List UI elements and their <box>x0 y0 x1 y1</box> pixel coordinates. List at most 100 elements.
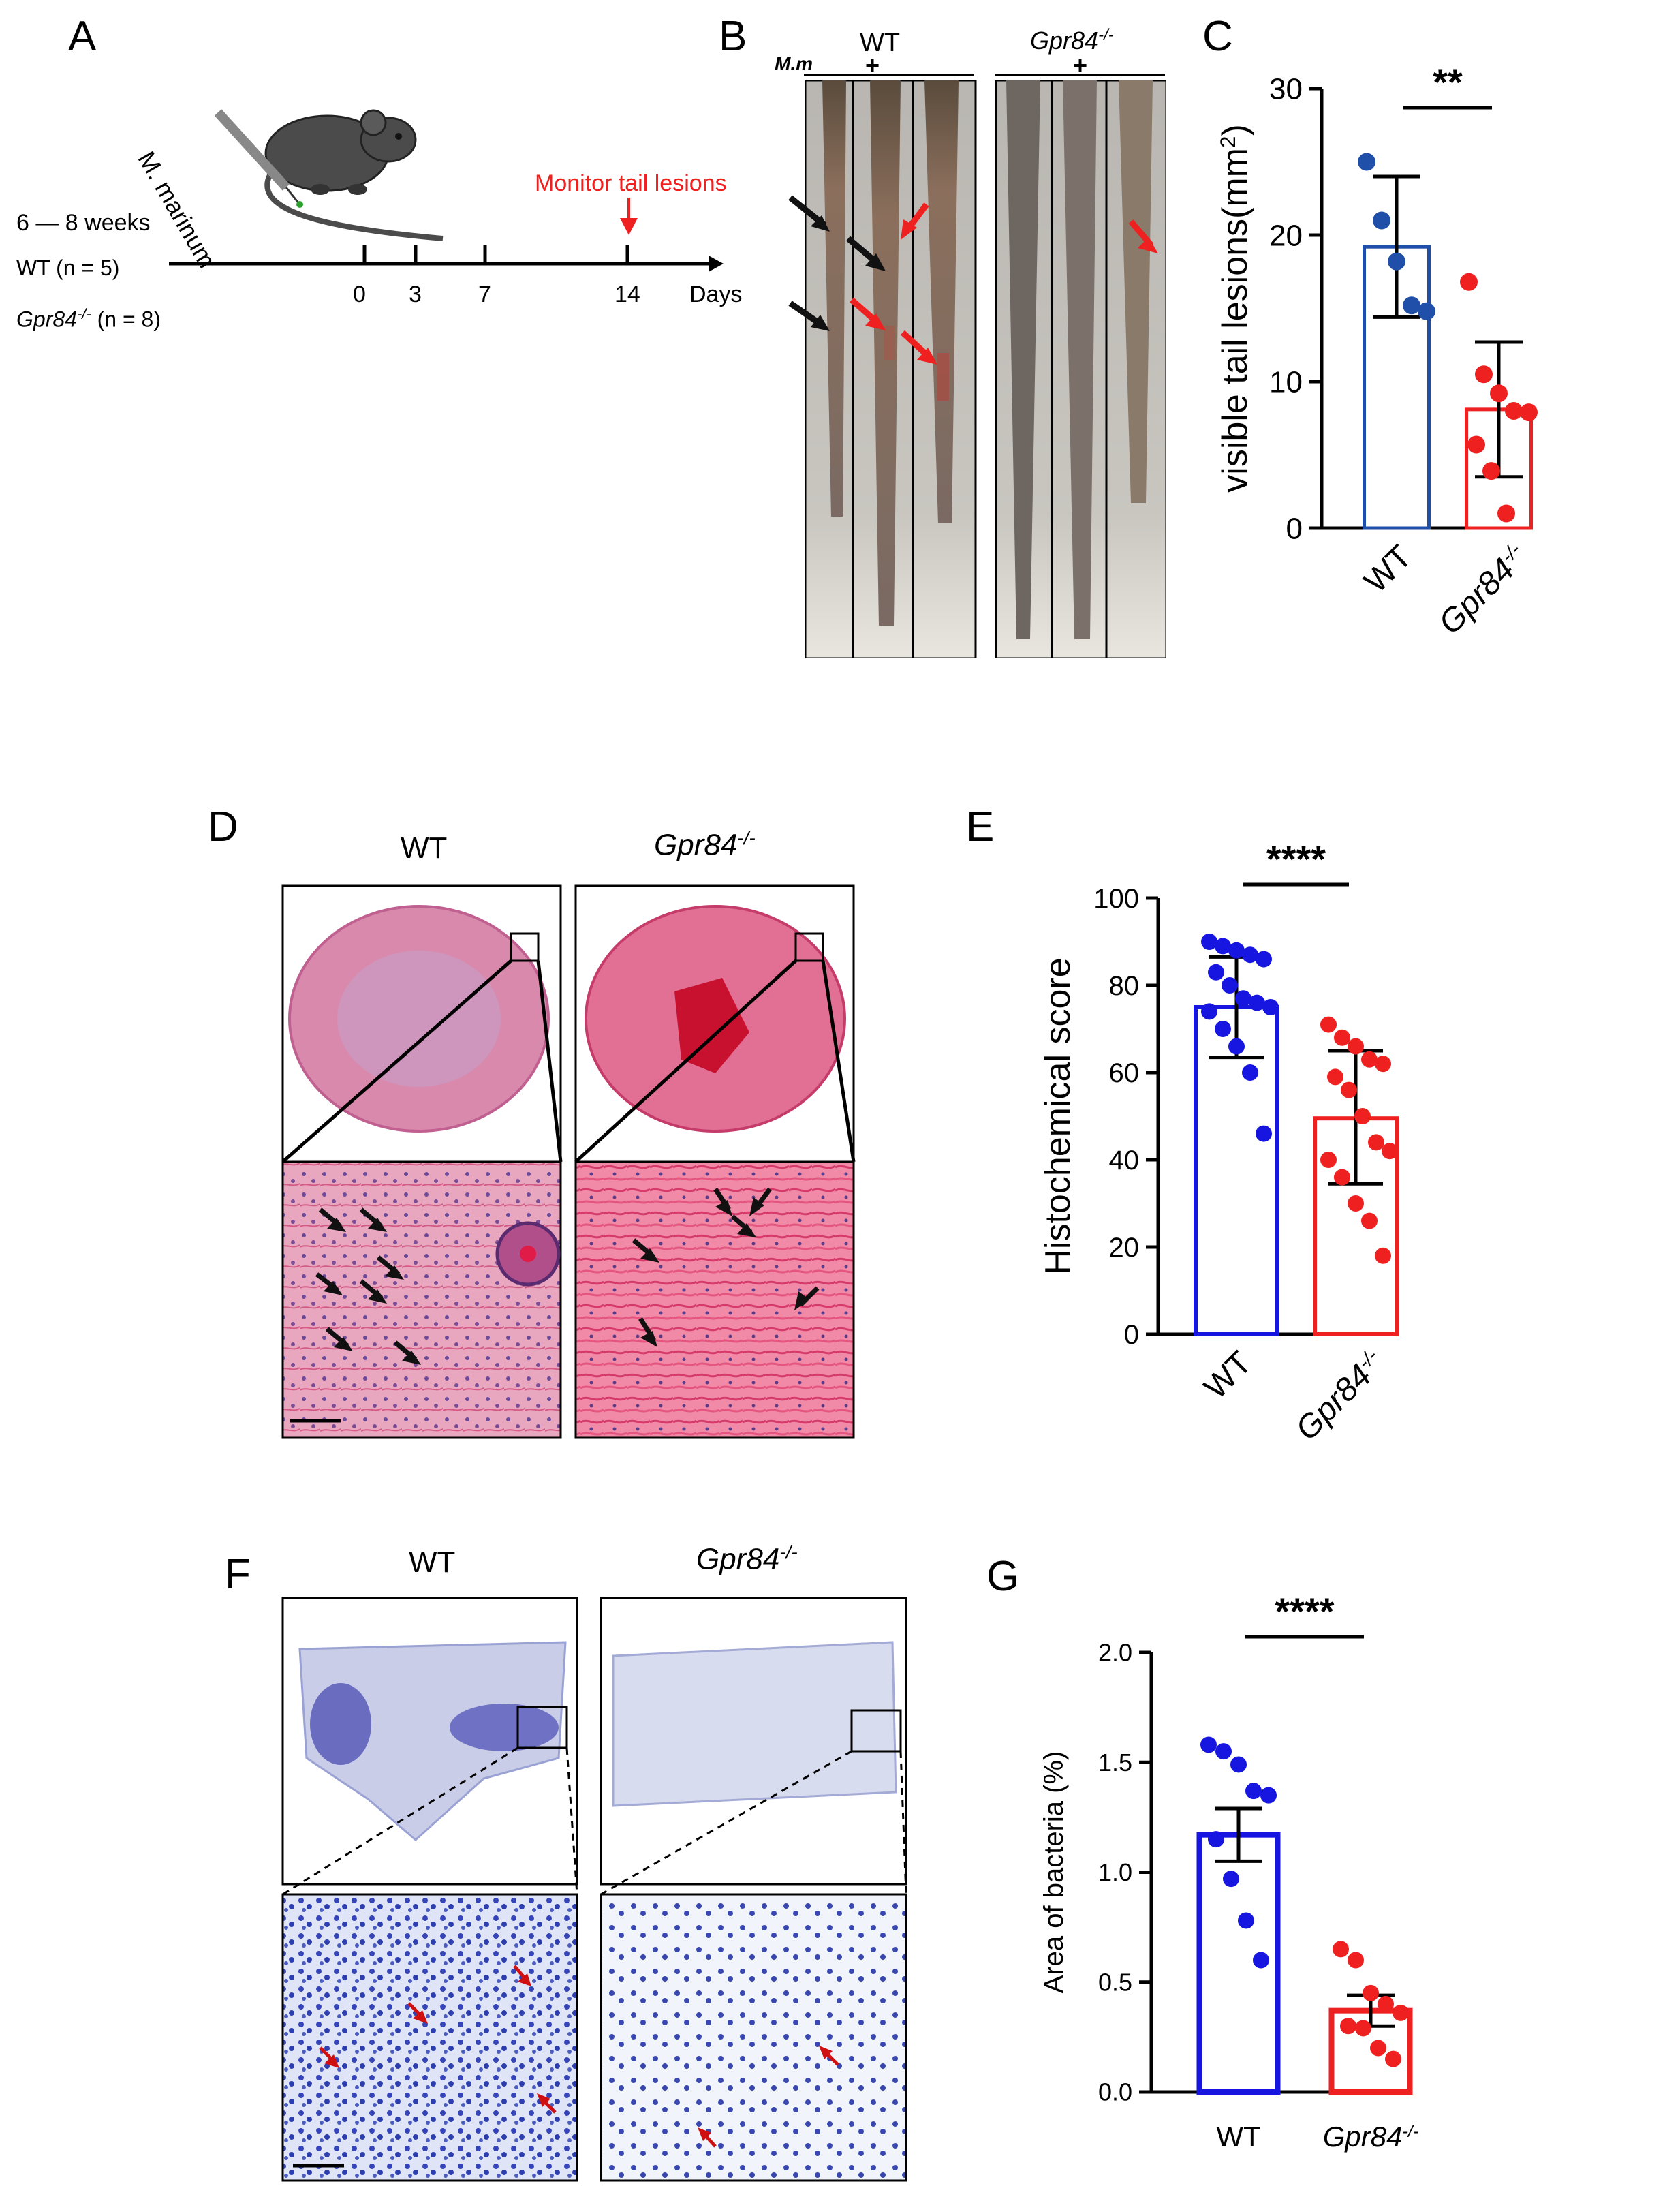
data-point <box>1201 1003 1217 1020</box>
days-label: Days <box>689 281 743 307</box>
data-point <box>1355 2020 1371 2037</box>
data-point <box>1260 1787 1277 1804</box>
y-tick-label: 40 <box>1109 1145 1140 1175</box>
data-point <box>1333 1941 1349 1958</box>
panel-e-label: E <box>966 803 995 850</box>
age-label: 6 — 8 weeks <box>16 210 151 236</box>
data-point <box>1242 1064 1258 1081</box>
data-point <box>1334 1169 1350 1186</box>
x-category-wt: WT <box>1198 1344 1259 1406</box>
panel-d-label: D <box>208 803 238 850</box>
data-point <box>1249 994 1265 1011</box>
y-axis-label: visible tail lesions(mm2) <box>1215 124 1255 492</box>
data-point <box>1215 1021 1231 1037</box>
d-ko-label: Gpr84-/- <box>654 827 756 862</box>
b-header-lines <box>804 74 1165 76</box>
data-point <box>1375 1247 1391 1264</box>
x-category-ko: Gpr84-/- <box>1289 1344 1392 1447</box>
data-point <box>1520 403 1538 422</box>
data-point <box>1467 435 1485 454</box>
y-axis-label-sup: 2 <box>1216 136 1240 148</box>
tick-label-3: 3 <box>409 281 422 307</box>
syringe-icon <box>214 109 303 208</box>
x-category-wt: WT <box>1358 538 1419 600</box>
black-arrow-3 <box>788 301 830 331</box>
black-arrow-2 <box>846 236 886 271</box>
x-category-ko-sup: -/- <box>1402 2122 1418 2141</box>
data-point <box>1460 273 1478 291</box>
data-point <box>1348 1195 1364 1212</box>
panel-b-label: B <box>719 13 747 60</box>
chart-g: 0.0 0.5 1.0 1.5 2.0 Area of bacteria (%) **** W… <box>1039 1590 1418 2153</box>
data-point <box>1201 934 1217 950</box>
data-point <box>1320 1016 1337 1033</box>
y-tick-label: 0 <box>1124 1320 1139 1350</box>
data-point <box>1215 1743 1232 1760</box>
data-point <box>1475 365 1493 384</box>
data-point <box>1215 938 1231 955</box>
x-category-wt: WT <box>1216 2121 1260 2153</box>
data-point <box>1385 2050 1401 2067</box>
y-tick-label: 20 <box>1109 1233 1140 1263</box>
tick-label-0: 0 <box>353 281 366 307</box>
data-point <box>1235 990 1251 1007</box>
ko-n-label: Gpr84-/- (n = 8) <box>16 305 161 332</box>
x-category-ko: Gpr84-/- <box>1432 538 1535 641</box>
y-tick-label: 100 <box>1093 884 1139 914</box>
data-point <box>1354 1108 1371 1124</box>
gram-stain-images <box>281 1597 907 2182</box>
data-point <box>1378 1996 1394 2012</box>
data-point <box>1253 1952 1269 1969</box>
data-point <box>1208 1831 1224 1848</box>
data-point <box>1256 1125 1272 1142</box>
tick-label-14: 14 <box>615 281 640 307</box>
y-tick-label: 80 <box>1109 971 1140 1001</box>
panel-g-label: G <box>986 1553 1020 1600</box>
red-arrow-2 <box>850 297 886 330</box>
y-axis-label-end: ) <box>1215 124 1255 136</box>
y-tick-label: 0 <box>1286 512 1303 545</box>
y-axis-label: Histochemical score <box>1038 957 1078 1274</box>
data-point <box>1505 402 1523 420</box>
red-arrow-3 <box>900 330 937 365</box>
chart-c: 0 10 20 30 visible tail lesions(mm2) ** WT Gpr8… <box>1215 61 1538 641</box>
data-point <box>1490 384 1508 403</box>
data-point <box>1262 999 1279 1015</box>
data-point <box>1223 1871 1239 1888</box>
y-tick-label: 10 <box>1269 365 1303 399</box>
panel-c-label: C <box>1202 13 1233 60</box>
d-wt-label: WT <box>401 831 448 865</box>
data-point <box>1375 1056 1391 1073</box>
red-arrow-1 <box>901 202 929 240</box>
data-point <box>1242 946 1258 964</box>
mouse-illustration <box>264 109 444 241</box>
data-point <box>1382 1143 1398 1160</box>
he-stain-images <box>281 884 856 1439</box>
f-ko-label: Gpr84-/- <box>696 1541 798 1576</box>
data-point <box>1403 296 1420 315</box>
red-arrow-4 <box>1128 219 1158 253</box>
wt-n-label: WT (n = 5) <box>16 256 120 280</box>
y-tick-label: 2.0 <box>1098 1639 1132 1667</box>
data-point <box>1230 1756 1247 1773</box>
tail-photos <box>805 80 1166 658</box>
data-point <box>1208 964 1224 981</box>
data-point <box>1363 1984 1379 2001</box>
mm-label: M.m <box>775 53 813 74</box>
data-point <box>1341 1081 1357 1098</box>
y-tick-label: 0.0 <box>1098 2078 1132 2106</box>
data-point <box>1358 153 1375 171</box>
monitor-label: Monitor tail lesions <box>535 170 727 196</box>
b-wt-plus: + <box>865 51 880 79</box>
data-point <box>1361 1212 1378 1229</box>
data-point <box>1222 977 1238 994</box>
panel-a-label: A <box>68 13 97 60</box>
data-point <box>1348 1038 1364 1055</box>
data-point <box>1497 504 1515 523</box>
data-point <box>1245 1783 1262 1800</box>
panel-a-timeline <box>169 109 724 272</box>
b-ko-plus: + <box>1073 51 1088 79</box>
f-wt-label: WT <box>409 1545 456 1579</box>
y-tick-label: 20 <box>1269 219 1303 252</box>
significance-stars: **** <box>1266 837 1326 880</box>
